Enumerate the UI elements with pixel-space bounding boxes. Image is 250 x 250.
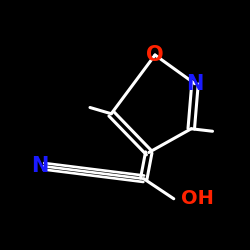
Text: O: O (146, 45, 164, 65)
Text: N: N (31, 156, 49, 176)
Text: N: N (186, 74, 204, 94)
Text: OH: OH (181, 189, 214, 208)
